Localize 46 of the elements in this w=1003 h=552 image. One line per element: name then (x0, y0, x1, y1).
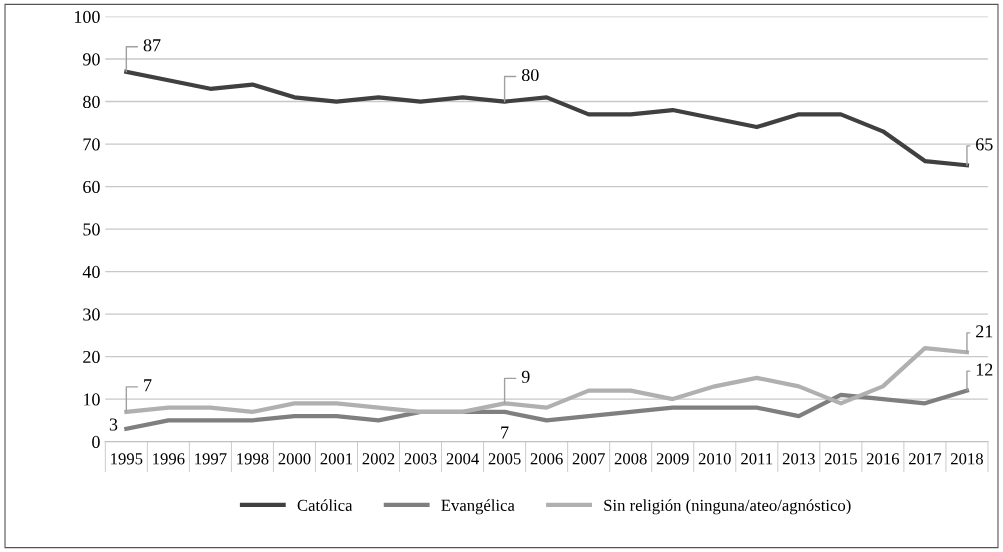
x-tick-label: 2002 (362, 453, 395, 465)
line-series (124, 69, 970, 168)
y-tick-label: 60 (83, 180, 100, 194)
data-label: 9 (521, 370, 530, 383)
y-tick-label: 10 (83, 393, 100, 406)
legend-label: Sin religión (ninguna/ateo/agnóstico) (604, 499, 851, 515)
data-label: 21 (976, 325, 993, 338)
data-label: 7 (501, 426, 509, 439)
x-tick-label: 2000 (278, 453, 311, 465)
x-tick-label: 2011 (741, 453, 773, 465)
x-tick-label: 2008 (614, 453, 647, 465)
data-label: 12 (976, 363, 993, 376)
x-tick-label: 2006 (530, 453, 563, 465)
x-tick-label: 2004 (446, 453, 479, 465)
y-tick-label: 100 (74, 10, 100, 23)
x-tick-label: 2018 (951, 453, 983, 465)
x-tick-label: 2003 (404, 453, 437, 465)
line-series (124, 346, 970, 414)
y-tick-label: 50 (83, 223, 100, 236)
x-tick-label: 2010 (698, 453, 731, 465)
y-tick-label: 80 (83, 95, 100, 109)
x-tick-label: 1996 (153, 453, 185, 465)
x-tick-label: 2005 (488, 453, 521, 465)
y-tick-label: 20 (83, 350, 100, 364)
x-tick-label: 1998 (237, 453, 269, 465)
data-label: 3 (109, 418, 118, 431)
x-tick-label: 2015 (824, 453, 857, 465)
data-label: 87 (143, 39, 161, 52)
x-tick-label: 1997 (195, 453, 227, 465)
y-tick-label: 0 (92, 435, 100, 449)
data-label: 65 (976, 138, 993, 151)
y-tick-label: 90 (82, 53, 100, 66)
x-tick-label: 2009 (656, 453, 689, 465)
y-tick-label: 40 (82, 265, 100, 279)
x-tick-label: 2017 (908, 453, 942, 465)
legend-label: Evangélica (441, 499, 515, 515)
y-tick-label: 30 (83, 308, 100, 321)
data-label: 80 (521, 68, 539, 82)
x-tick-label: 2013 (782, 453, 815, 465)
x-tick-label: 1995 (111, 453, 143, 465)
x-tick-label: 2007 (572, 453, 605, 465)
legend-label: Católica (297, 499, 353, 511)
data-label: 7 (144, 379, 152, 392)
x-tick-label: 2016 (866, 453, 900, 465)
x-tick-label: 2001 (320, 453, 353, 465)
y-tick-label: 70 (83, 138, 100, 151)
